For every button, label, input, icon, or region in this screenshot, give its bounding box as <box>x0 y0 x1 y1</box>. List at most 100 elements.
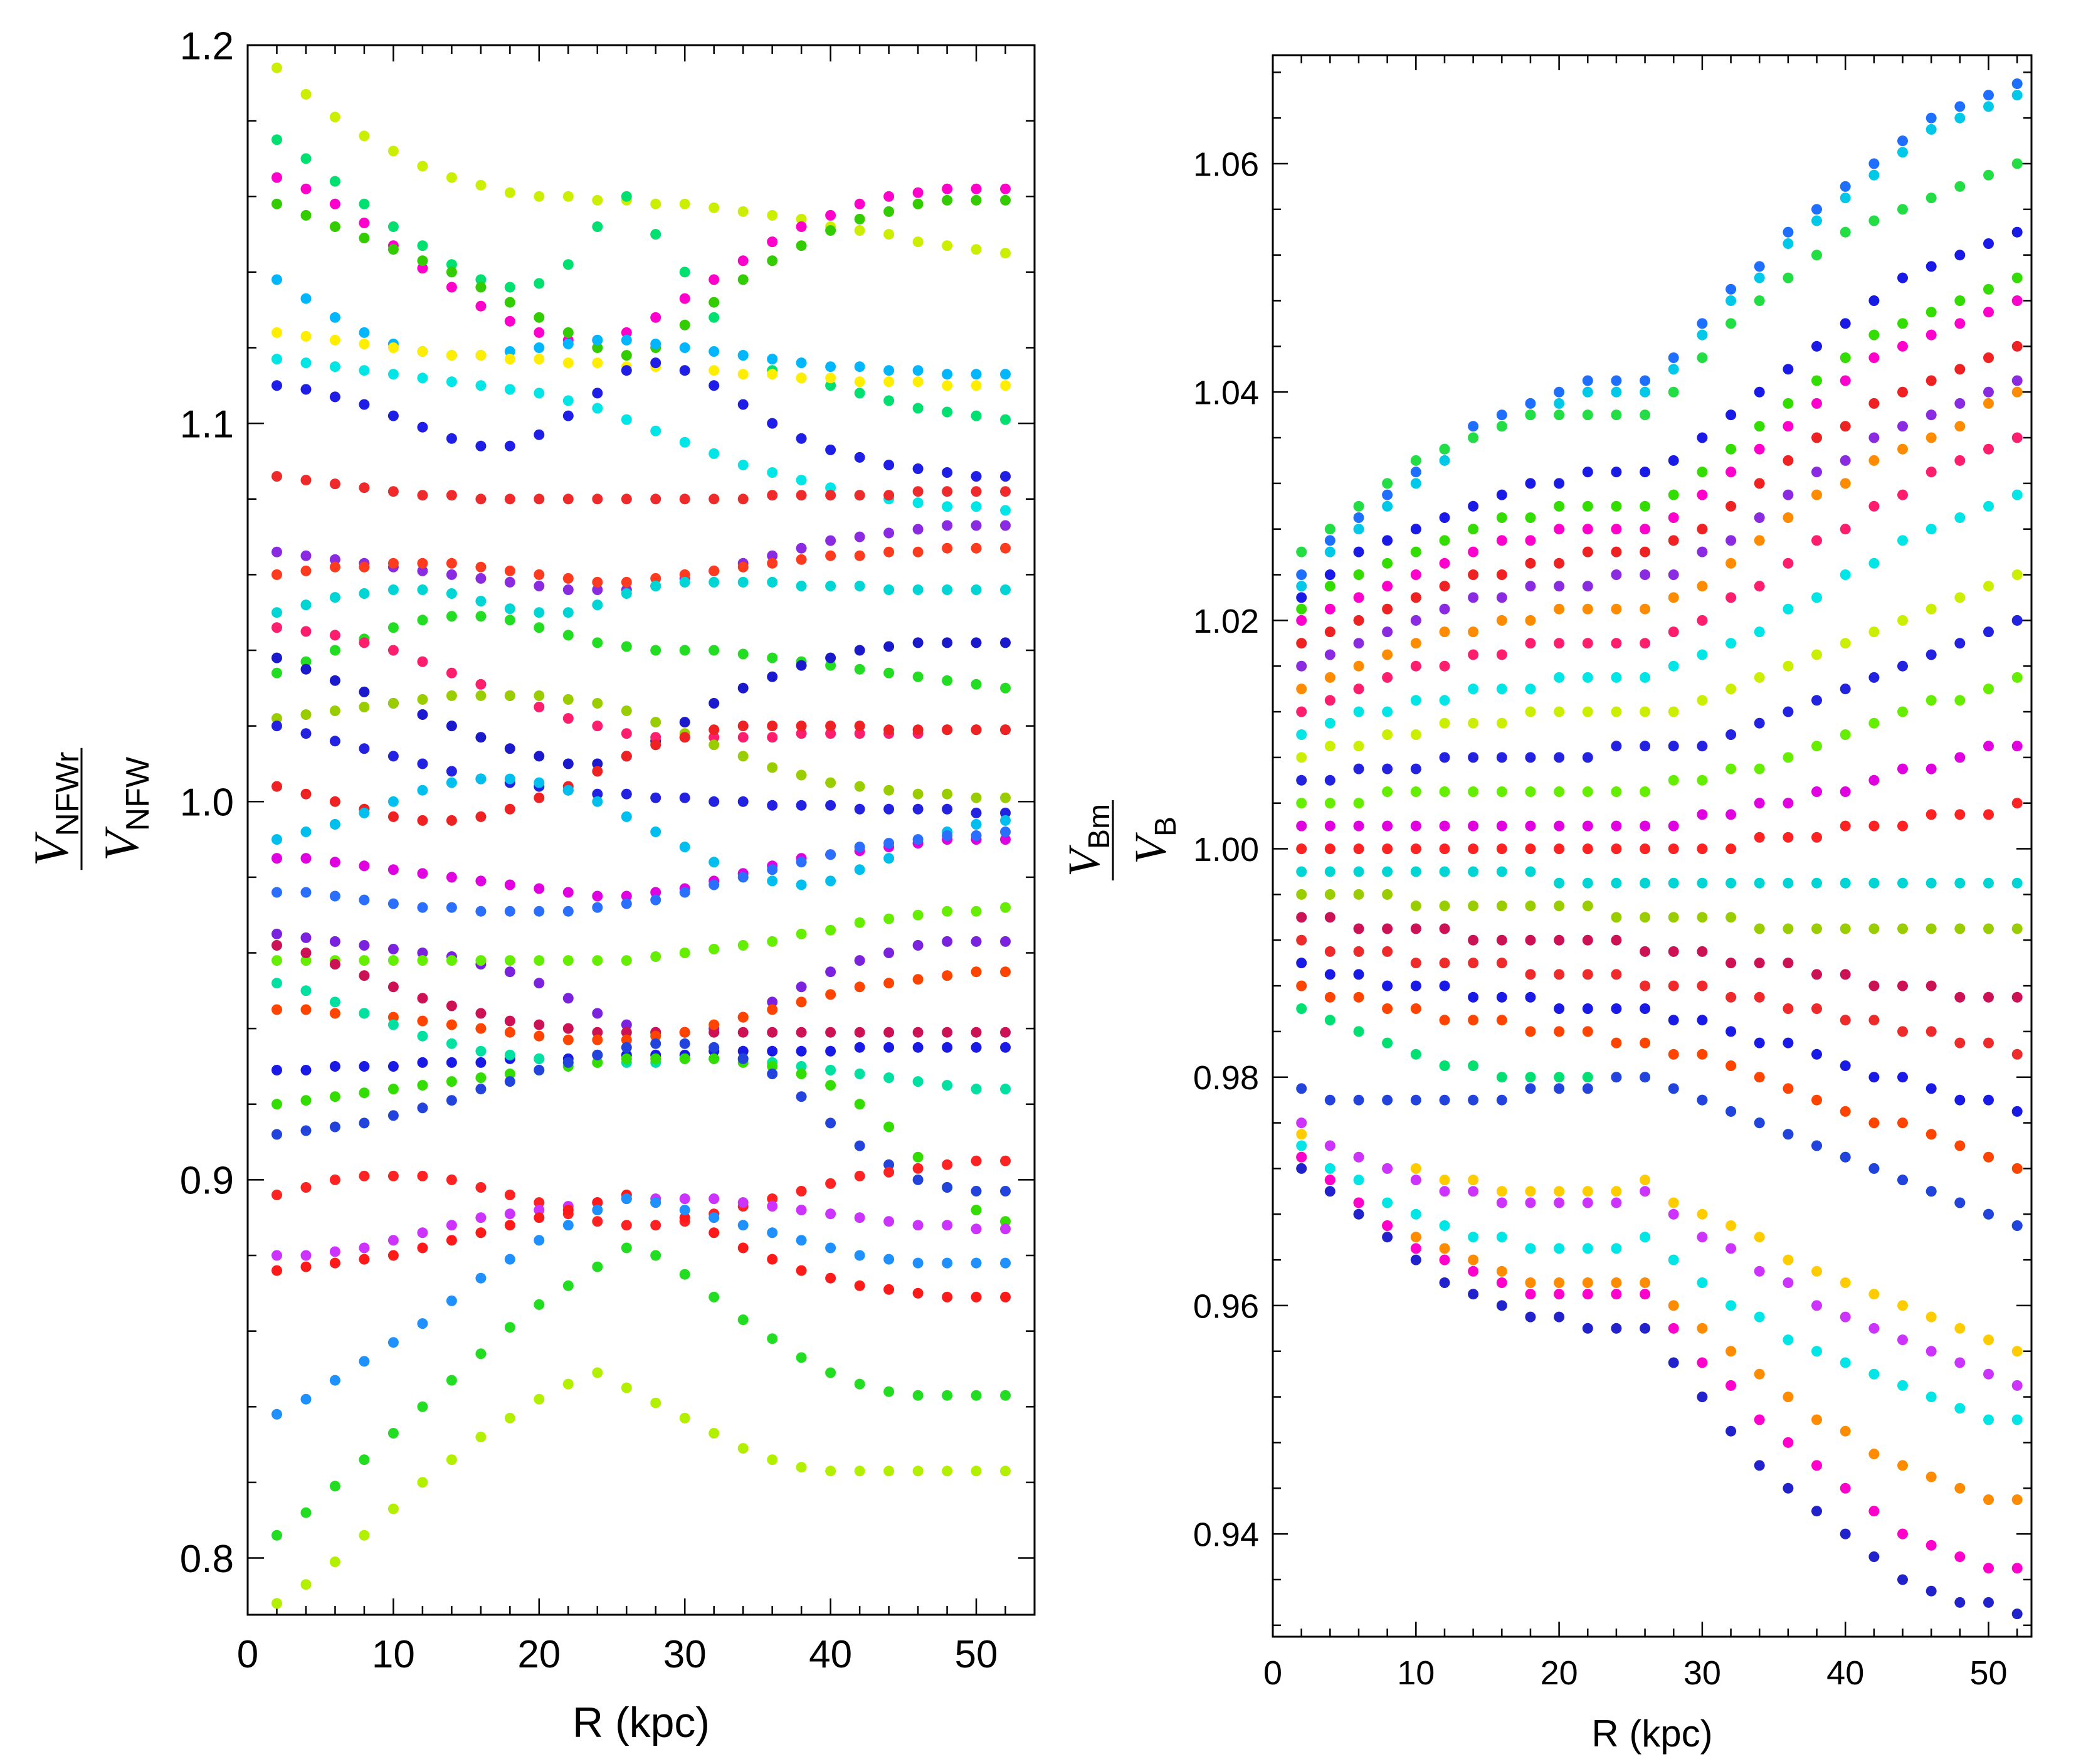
left-data-point <box>650 717 661 728</box>
left-data-point <box>796 542 807 554</box>
right-data-point <box>1926 524 1937 535</box>
right-data-point <box>1640 1232 1651 1243</box>
right-data-point <box>1697 467 1708 478</box>
left-data-point <box>883 1072 895 1084</box>
right-data-point <box>1582 409 1593 421</box>
left-data-point <box>825 581 836 591</box>
left-data-point <box>709 1212 720 1223</box>
left-data-point <box>329 1061 340 1072</box>
left-data-point <box>912 524 924 535</box>
left-data-point <box>912 1163 924 1174</box>
right-data-point <box>1439 958 1450 969</box>
right-data-point <box>1324 991 1336 1003</box>
left-data-point <box>854 981 865 993</box>
left-data-point <box>621 728 632 739</box>
right-data-point <box>1468 626 1479 638</box>
left-data-point <box>679 1205 690 1216</box>
right-data-point <box>1811 969 1822 980</box>
left-series-s11 <box>271 542 1011 588</box>
right-data-point <box>1983 991 1994 1003</box>
left-data-point <box>329 1121 340 1133</box>
right-data-point <box>1840 181 1851 192</box>
right-data-point <box>1668 1197 1679 1208</box>
right-data-point <box>1840 969 1851 980</box>
right-data-point <box>1582 546 1593 557</box>
right-data-point <box>1296 684 1307 695</box>
right-data-point <box>1754 421 1765 432</box>
left-data-point <box>650 1250 661 1261</box>
left-data-point <box>1000 807 1011 818</box>
left-data-point <box>942 406 953 418</box>
left-data-point <box>534 690 545 701</box>
left-data-point <box>359 637 370 648</box>
left-data-point <box>679 887 690 898</box>
left-data-point <box>912 486 924 497</box>
right-data-point <box>1525 1072 1536 1083</box>
left-data-point <box>446 267 457 278</box>
right-data-point <box>1296 820 1307 832</box>
left-data-point <box>767 1061 778 1072</box>
left-data-point <box>271 940 282 951</box>
right-data-point <box>1611 546 1622 557</box>
right-data-point <box>1410 763 1421 774</box>
right-data-point <box>1754 717 1765 729</box>
left-data-point <box>709 380 720 391</box>
right-data-point <box>1983 307 1994 318</box>
left-data-point <box>825 1242 836 1254</box>
right-data-point <box>1611 500 1622 512</box>
right-data-point <box>1468 900 1479 912</box>
right-data-point <box>1725 763 1737 774</box>
left-data-point <box>329 996 340 1008</box>
left-data-point <box>359 1061 370 1072</box>
left-series-s10 <box>271 520 1011 595</box>
right-data-point <box>1640 1323 1651 1334</box>
left-series-s34 <box>271 1242 1011 1541</box>
right-data-point <box>1410 1048 1421 1060</box>
right-x-tick-label: 0 <box>1263 1654 1282 1692</box>
right-series-s4 <box>1296 226 2023 603</box>
left-data-point <box>387 486 399 497</box>
left-data-point <box>271 928 282 939</box>
right-data-point <box>1525 786 1536 797</box>
right-data-point <box>1811 1265 1822 1277</box>
right-data-point <box>1410 729 1421 740</box>
left-data-point <box>329 645 340 656</box>
right-data-point <box>1640 912 1651 923</box>
left-data-point <box>621 350 632 361</box>
left-data-point <box>854 1280 865 1291</box>
left-data-point <box>387 584 399 595</box>
left-data-point <box>562 357 574 369</box>
left-data-point <box>971 501 982 512</box>
right-data-point <box>1382 706 1393 717</box>
right-data-point <box>1410 1175 1421 1186</box>
left-data-point <box>300 728 312 739</box>
left-data-point <box>300 1095 312 1106</box>
left-data-point <box>737 732 749 743</box>
right-data-point <box>1611 386 1622 398</box>
right-data-point <box>1496 752 1507 763</box>
right-data-point <box>1783 1277 1794 1288</box>
left-data-point <box>883 948 895 958</box>
right-data-point <box>1640 386 1651 398</box>
left-data-point <box>796 728 807 739</box>
right-data-point <box>1668 741 1679 752</box>
right-data-point <box>1697 1357 1708 1368</box>
right-data-point <box>1382 1094 1393 1106</box>
right-data-point <box>1954 421 1966 432</box>
right-data-point <box>1554 409 1565 421</box>
right-data-point <box>1754 535 1765 546</box>
left-data-point <box>767 936 778 947</box>
right-data-point <box>1296 1151 1307 1163</box>
right-data-point <box>1754 958 1765 969</box>
left-data-point <box>329 890 340 902</box>
left-data-point <box>1000 414 1011 425</box>
left-data-point <box>504 615 515 626</box>
left-data-point <box>883 1216 895 1227</box>
left-data-point <box>446 1000 457 1011</box>
right-data-point <box>1754 512 1765 523</box>
right-data-point <box>2011 78 2023 89</box>
left-data-point <box>534 342 545 353</box>
right-data-point <box>2011 877 2023 889</box>
left-data-point <box>534 978 545 989</box>
left-data-point <box>767 1254 778 1265</box>
